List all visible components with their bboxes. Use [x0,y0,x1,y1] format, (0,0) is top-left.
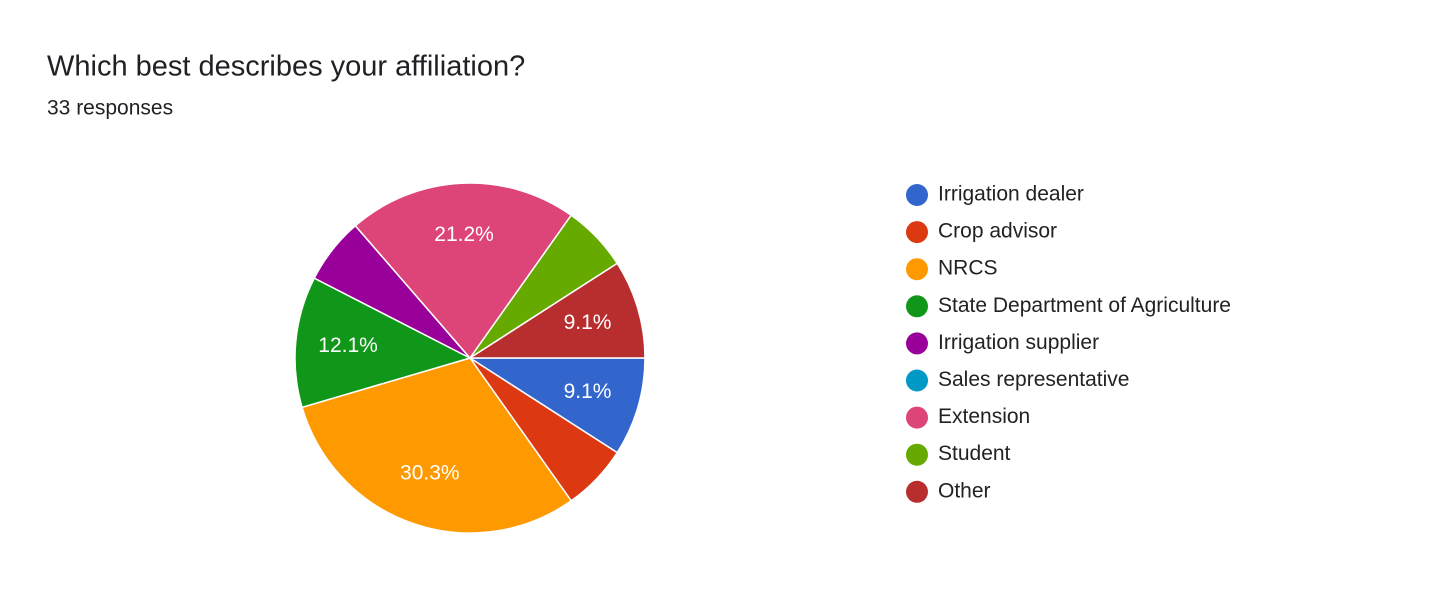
legend-swatch [906,369,928,392]
legend-label: Irrigation supplier [938,331,1099,354]
data-label: 12.1% [318,334,378,357]
legend-swatch [906,406,928,429]
pie-slice [294,277,473,409]
data-label: 9.1% [564,311,612,334]
data-label: 21.2% [434,223,494,246]
pie-slice [354,182,573,360]
data-label: 30.3% [400,461,460,484]
legend-label: Sales representative [938,368,1129,391]
legend-label: Student [938,442,1011,465]
data-label: 9.1% [564,380,612,403]
pie-slice [467,262,646,359]
legend-label: Irrigation dealer [938,183,1084,206]
chart-title: Which best describes your affiliation? [47,51,525,83]
chart-subtitle: 33 responses [47,97,173,120]
legend-swatch [906,480,928,503]
legend-swatch [906,184,928,206]
legend-label: Crop advisor [938,220,1057,243]
legend-label: NRCS [938,257,998,280]
legend-label: Extension [938,405,1030,428]
legend-swatch [906,295,928,318]
legend-label: Other [938,479,991,502]
legend-label: State Department of Agriculture [938,294,1231,317]
pie-slice [467,357,646,454]
legend-swatch [906,443,928,466]
legend-swatch [906,221,928,244]
legend-swatch [906,332,928,355]
legend-swatch [906,258,928,281]
pie-slice [301,357,573,534]
